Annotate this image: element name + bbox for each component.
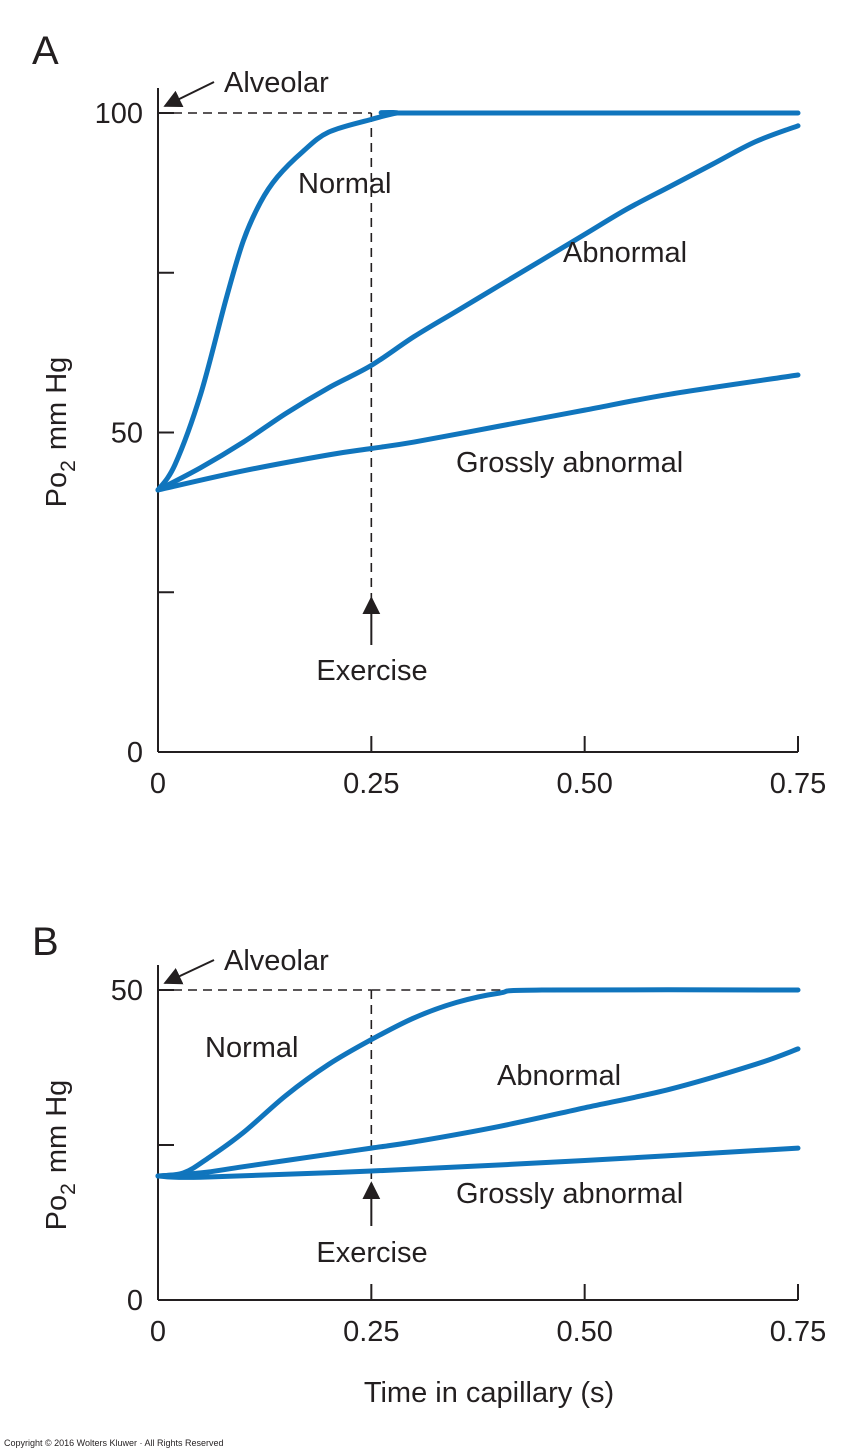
curve-label-grossly-abnormal-b: Grossly abnormal [456, 1178, 683, 1210]
alveolar-arrow-a [163, 81, 215, 107]
x-tick-label-b: 0.25 [343, 1316, 399, 1348]
curve-label-grossly-abnormal-a: Grossly abnormal [456, 447, 683, 479]
panel-a: A 0 0.25 0.50 0.75 0 50 100 Po2 mm Hg Alveolar Exer… [32, 29, 826, 800]
curve-normal-a [155, 110, 801, 493]
curve-normal-b [155, 987, 801, 1179]
alveolar-label-a: Alveolar [224, 67, 329, 99]
y-tick-label-a: 100 [95, 98, 143, 130]
y-tick-label-b: 0 [127, 1285, 143, 1317]
alveolar-arrow-b [163, 959, 215, 985]
curve-label-abnormal-b: Abnormal [497, 1060, 621, 1092]
y-axis-title-main-a: Po [41, 472, 73, 507]
y-axis-title-a: Po2 mm Hg [41, 357, 80, 508]
curve-label-normal-b: Normal [205, 1032, 298, 1064]
y-axis-title-b: Po2 mm Hg [41, 1080, 80, 1231]
y-tick-label-a: 0 [127, 737, 143, 769]
y-axis-title-main-b: Po [41, 1195, 73, 1230]
curve-label-normal-a: Normal [298, 168, 391, 200]
x-tick-label-a: 0.75 [770, 768, 826, 800]
y-axis-title-sub-b: 2 [57, 1183, 80, 1195]
panel-letter-b: B [32, 920, 59, 964]
y-tick-label-b: 50 [111, 975, 143, 1007]
curve-abnormal-a [155, 123, 801, 493]
panel-letter-a: A [32, 29, 59, 73]
x-tick-label-b: 0.75 [770, 1316, 826, 1348]
curve-grossly-abnormal-a [155, 372, 801, 493]
y-axis-title-sub-a: 2 [57, 460, 80, 472]
exercise-label-b: Exercise [316, 1237, 427, 1269]
x-tick-label-b: 0 [150, 1316, 166, 1348]
y-axis-title-unit-a: mm Hg [41, 357, 73, 450]
x-tick-label-a: 0.25 [343, 768, 399, 800]
y-axis-title-unit-b: mm Hg [41, 1080, 73, 1173]
x-tick-label-a: 0 [150, 768, 166, 800]
x-tick-label-a: 0.50 [556, 768, 612, 800]
panel-b: B 0 0.25 0.50 0.75 0 50 Po2 mm Hg Alveolar Exercis… [32, 920, 826, 1409]
curve-grossly-abnormal-b [155, 1145, 801, 1180]
y-tick-label-a: 50 [111, 418, 143, 450]
exercise-label-a: Exercise [316, 655, 427, 687]
alveolar-label-b: Alveolar [224, 945, 329, 977]
x-axis-title-b: Time in capillary (s) [364, 1377, 614, 1409]
copyright-text: Copyright © 2016 Wolters Kluwer · All Ri… [4, 1438, 224, 1448]
curve-abnormal-b [155, 1046, 801, 1179]
curve-label-abnormal-a: Abnormal [563, 237, 687, 269]
x-tick-label-b: 0.50 [556, 1316, 612, 1348]
